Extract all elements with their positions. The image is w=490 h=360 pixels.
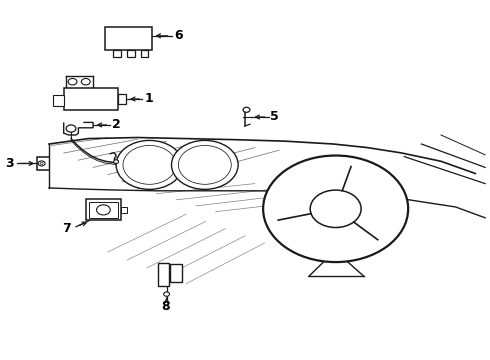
- FancyBboxPatch shape: [170, 264, 182, 282]
- FancyBboxPatch shape: [121, 207, 127, 213]
- FancyBboxPatch shape: [141, 50, 148, 57]
- Circle shape: [66, 125, 76, 132]
- Circle shape: [123, 145, 176, 184]
- FancyBboxPatch shape: [53, 95, 64, 106]
- FancyBboxPatch shape: [64, 88, 118, 110]
- Circle shape: [263, 156, 408, 262]
- Circle shape: [243, 107, 250, 112]
- Circle shape: [164, 292, 170, 296]
- FancyBboxPatch shape: [105, 27, 152, 50]
- FancyBboxPatch shape: [127, 50, 135, 57]
- FancyBboxPatch shape: [158, 263, 169, 286]
- Circle shape: [97, 205, 110, 215]
- Circle shape: [81, 78, 90, 85]
- FancyBboxPatch shape: [89, 202, 118, 218]
- Text: 1: 1: [145, 93, 153, 105]
- Circle shape: [38, 161, 45, 166]
- Circle shape: [114, 160, 119, 163]
- Text: 4: 4: [131, 153, 140, 166]
- Text: 5: 5: [270, 111, 279, 123]
- Text: 7: 7: [62, 222, 71, 235]
- Circle shape: [172, 140, 238, 189]
- Text: 2: 2: [112, 118, 121, 131]
- Circle shape: [68, 78, 77, 85]
- FancyBboxPatch shape: [118, 94, 126, 104]
- FancyBboxPatch shape: [86, 199, 121, 220]
- Circle shape: [310, 190, 361, 228]
- Circle shape: [178, 145, 231, 184]
- Text: 6: 6: [174, 29, 183, 42]
- Text: 8: 8: [162, 300, 171, 312]
- FancyBboxPatch shape: [113, 50, 121, 57]
- Circle shape: [40, 162, 43, 165]
- Circle shape: [116, 140, 183, 189]
- Text: 3: 3: [5, 157, 14, 170]
